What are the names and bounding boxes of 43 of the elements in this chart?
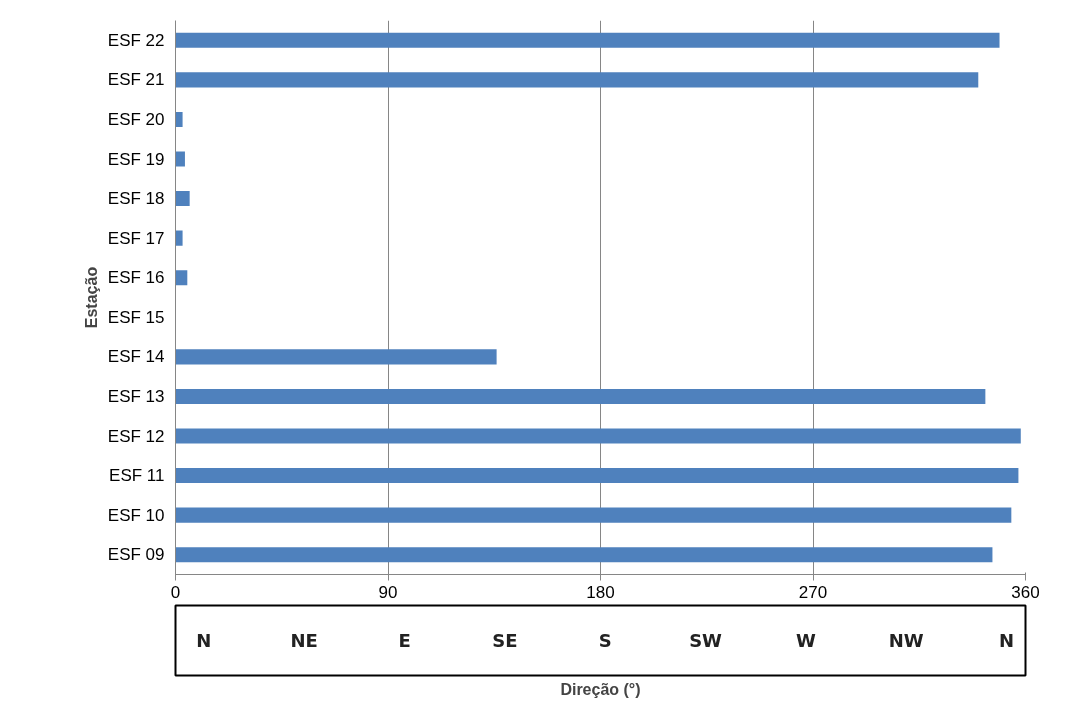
text: SW	[689, 630, 723, 651]
bar	[175, 468, 1019, 484]
bar	[175, 428, 1021, 444]
bar	[175, 72, 979, 88]
y-tick-label: ESF 11	[109, 466, 165, 486]
x-tick-label: 0	[170, 582, 181, 602]
y-tick-label: ESF 16	[107, 268, 165, 288]
bar	[175, 547, 993, 563]
bar	[175, 230, 183, 246]
y-tick-label: ESF 14	[107, 347, 165, 367]
bar	[175, 349, 497, 365]
y-tick-label: ESF 19	[107, 149, 165, 169]
x-tick-label: 270	[798, 582, 828, 602]
text: NE	[290, 630, 318, 651]
text: NW	[888, 630, 924, 651]
text: E	[398, 630, 411, 651]
bar	[175, 151, 185, 167]
text: N	[999, 630, 1015, 651]
text: S	[598, 630, 612, 651]
text: SE	[492, 630, 518, 651]
y-tick-label: ESF 12	[107, 426, 165, 446]
y-tick-label: ESF 15	[107, 307, 165, 327]
bar	[175, 191, 190, 207]
y-tick-label: ESF 17	[107, 228, 165, 248]
bar	[175, 32, 1000, 48]
y-tick-label: ESF 22	[107, 30, 165, 50]
text: N	[196, 630, 212, 651]
y-tick-label: ESF 13	[107, 386, 165, 406]
y-tick-label: ESF 10	[107, 505, 165, 525]
x-tick-label: 90	[378, 582, 398, 602]
bar	[175, 388, 986, 404]
y-tick-label: ESF 09	[107, 545, 165, 565]
y-tick-label: ESF 18	[107, 189, 165, 209]
bar	[175, 111, 183, 127]
bar	[175, 507, 1012, 523]
bar	[175, 270, 188, 286]
y-tick-label: ESF 20	[107, 109, 165, 129]
x-tick-label: 360	[1011, 582, 1040, 602]
x-axis-title: Direção (°)	[560, 680, 641, 698]
y-axis-title: Estação	[82, 266, 100, 329]
text: W	[795, 630, 816, 651]
y-tick-label: ESF 21	[107, 70, 165, 90]
x-tick-label: 180	[586, 582, 615, 602]
